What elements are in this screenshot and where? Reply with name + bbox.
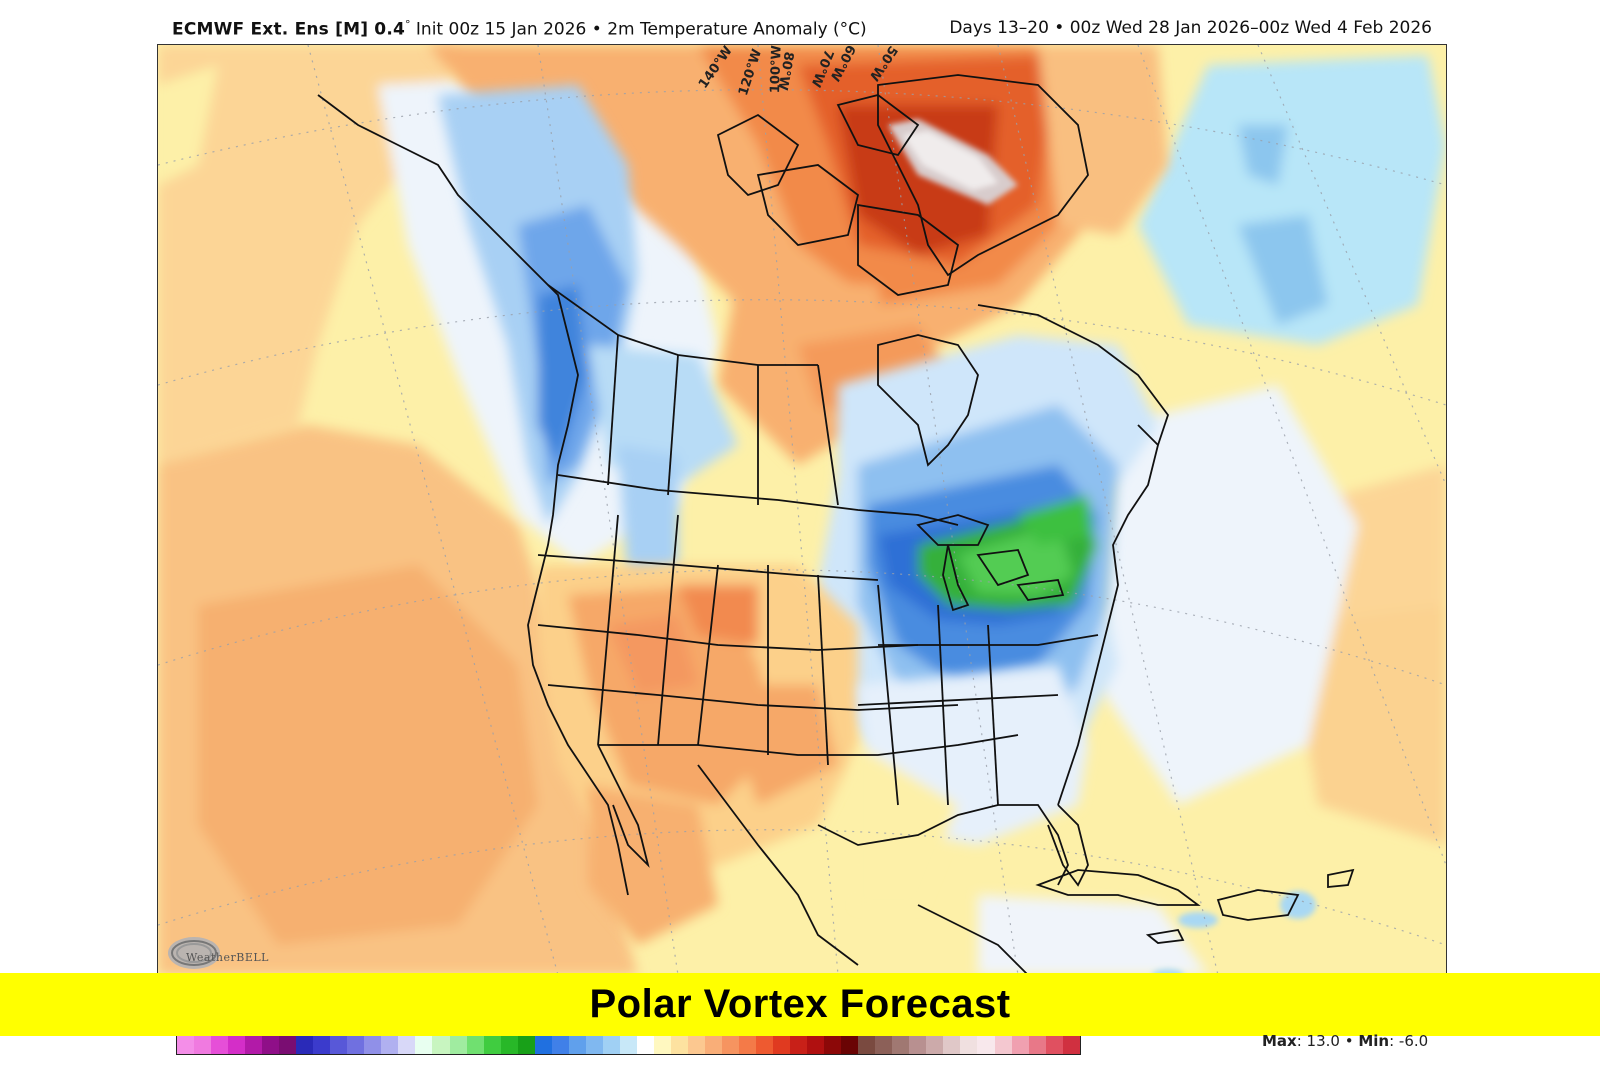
colorbar-swatch: [415, 1036, 433, 1054]
colorbar-swatch: [211, 1036, 229, 1054]
model-name: ECMWF Ext. Ens [M] 0.4: [172, 19, 406, 40]
max-value: : 13.0 •: [1296, 1032, 1359, 1050]
colorbar-swatch: [926, 1036, 944, 1054]
colorbar-swatch: [653, 1036, 671, 1054]
colorbar-swatch: [1062, 1036, 1080, 1054]
colorbar-swatch: [517, 1036, 535, 1054]
colorbar-swatch: [568, 1036, 586, 1054]
colorbar-swatch: [194, 1036, 212, 1054]
colorbar-swatch: [330, 1036, 348, 1054]
colorbar-swatch: [960, 1036, 978, 1054]
colorbar-swatch: [756, 1036, 774, 1054]
colorbar-swatch: [432, 1036, 450, 1054]
colorbar-swatch: [262, 1036, 280, 1054]
colorbar-swatch: [687, 1036, 705, 1054]
map-header: ECMWF Ext. Ens [M] 0.4° Init 00z 15 Jan …: [170, 16, 1432, 42]
min-label: Min: [1358, 1032, 1390, 1050]
colorbar-swatch: [296, 1036, 314, 1054]
colorbar-swatch: [313, 1036, 331, 1054]
colorbar-swatch: [585, 1036, 603, 1054]
colorbar-swatch: [483, 1036, 501, 1054]
colorbar-swatch: [534, 1036, 552, 1054]
colorbar-swatch: [1011, 1036, 1029, 1054]
colorbar-swatch: [381, 1036, 399, 1054]
colorbar-swatch: [602, 1036, 620, 1054]
colorbar-swatch: [790, 1036, 808, 1054]
colorbar-swatch: [177, 1036, 195, 1054]
logo-text: WeatherBELL: [186, 951, 269, 964]
colorbar-swatch: [1028, 1036, 1046, 1054]
colorbar-legend: [176, 1036, 1081, 1055]
valid-period: Days 13–20 • 00z Wed 28 Jan 2026–00z Wed…: [949, 18, 1432, 38]
colorbar-swatch: [466, 1036, 484, 1054]
init-and-variable: Init 00z 15 Jan 2026 • 2m Temperature An…: [410, 19, 867, 40]
header-left: ECMWF Ext. Ens [M] 0.4° Init 00z 15 Jan …: [172, 18, 867, 40]
colorbar-swatch: [619, 1036, 637, 1054]
model-res-unit: °: [405, 18, 411, 31]
max-label: Max: [1262, 1032, 1297, 1050]
colorbar-swatch: [398, 1036, 416, 1054]
colorbar-swatch: [364, 1036, 382, 1054]
colorbar-swatch: [943, 1036, 961, 1054]
map-canvas: [158, 45, 1446, 975]
colorbar-swatch: [807, 1036, 825, 1054]
colorbar-swatch: [841, 1036, 859, 1054]
min-value: : -6.0: [1389, 1032, 1429, 1050]
colorbar-swatch: [347, 1036, 365, 1054]
weatherbell-logo: WeatherBELL: [164, 925, 294, 971]
colorbar-swatch: [909, 1036, 927, 1054]
colorbar-swatch: [551, 1036, 569, 1054]
max-min-stats: Max: 13.0 • Min: -6.0: [1262, 1032, 1428, 1050]
colorbar-swatch: [773, 1036, 791, 1054]
colorbar-swatch: [739, 1036, 757, 1054]
temperature-anomaly-map: 140°W 120°W 100°W 80°W 70°W 60°W 50°W: [157, 44, 1447, 976]
colorbar-swatch: [449, 1036, 467, 1054]
colorbar-swatch: [977, 1036, 995, 1054]
colorbar-swatch: [704, 1036, 722, 1054]
colorbar-swatch: [279, 1036, 297, 1054]
colorbar-swatch: [824, 1036, 842, 1054]
colorbar-swatch: [636, 1036, 654, 1054]
logo-swirl-icon: [168, 937, 220, 969]
colorbar-swatch: [1045, 1036, 1063, 1054]
colorbar-swatch: [722, 1036, 740, 1054]
colorbar-swatch: [875, 1036, 893, 1054]
colorbar-swatch: [500, 1036, 518, 1054]
title-banner: Polar Vortex Forecast: [0, 973, 1600, 1036]
colorbar-swatch: [670, 1036, 688, 1054]
colorbar-swatch: [892, 1036, 910, 1054]
colorbar-swatch: [245, 1036, 263, 1054]
colorbar-swatch: [858, 1036, 876, 1054]
banner-title: Polar Vortex Forecast: [589, 982, 1011, 1026]
colorbar-swatch: [228, 1036, 246, 1054]
colorbar-swatch: [994, 1036, 1012, 1054]
